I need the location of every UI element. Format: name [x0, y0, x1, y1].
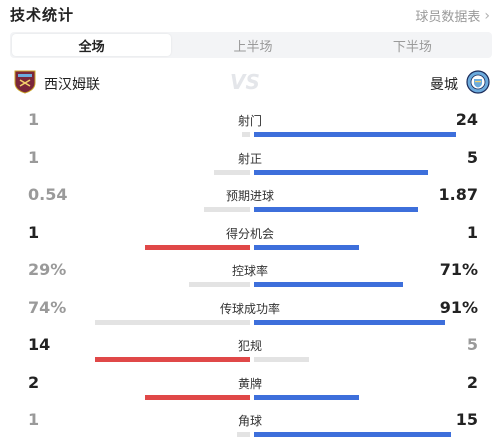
stat-row: 2 黄牌 2 [0, 373, 500, 409]
away-team-name: 曼城 [430, 77, 458, 93]
west-ham-crest-icon [14, 70, 36, 98]
stat-name: 角球 [237, 414, 262, 428]
stat-name: 预期进球 [225, 189, 274, 203]
stat-away-bar [254, 357, 309, 362]
stat-name: 射正 [237, 151, 262, 166]
stat-row: 74% 传球成功率 91% [0, 298, 500, 334]
tab-second-half[interactable]: 下半场 [392, 39, 432, 55]
stat-home-value: 1 [28, 410, 40, 429]
stats-header: 技术统计 球员数据表 › [0, 0, 500, 28]
stat-row: 1 得分机会 1 [0, 223, 500, 259]
stat-home-value: 29% [28, 260, 67, 279]
stat-home-bar [145, 394, 250, 400]
stat-away-bar [254, 394, 359, 400]
stat-home-value: 1 [28, 222, 40, 242]
stat-away-bar [254, 282, 403, 287]
teams-row: 西汉姆联 VS 曼城 [0, 66, 500, 100]
stat-away-bar [254, 244, 359, 250]
stat-name: 传球成功率 [219, 301, 280, 316]
stat-name: 得分机会 [225, 226, 274, 241]
stat-row: 29% 控球率 71% [0, 260, 500, 296]
stat-home-value: 2 [28, 372, 40, 392]
stat-away-value: 5 [466, 335, 478, 354]
home-team: 西汉姆联 [14, 70, 100, 98]
stat-home-bar [145, 244, 250, 250]
stat-name: 控球率 [231, 264, 268, 278]
stat-name: 射门 [237, 114, 262, 128]
stat-home-bar [237, 432, 250, 437]
stat-home-bar [214, 169, 250, 175]
chevron-right-icon: › [484, 7, 490, 24]
stat-row: 1 射正 5 [0, 148, 500, 184]
stat-away-bar [254, 319, 445, 325]
stat-name: 犯规 [237, 339, 262, 353]
stat-home-bar [242, 132, 250, 137]
stat-home-value: 1 [28, 110, 40, 129]
player-stats-link-label: 球员数据表 [415, 10, 481, 25]
period-tabs: 全场 上半场 下半场 [10, 32, 492, 58]
stat-away-bar [254, 207, 418, 212]
stat-row: 1 射门 24 [0, 110, 500, 146]
tab-full-match[interactable]: 全场 [12, 34, 172, 56]
stat-away-value: 91% [439, 297, 478, 317]
stat-home-bar [189, 282, 250, 287]
page-title: 技术统计 [10, 6, 75, 24]
away-team: 曼城 [430, 70, 490, 98]
stat-away-value: 2 [466, 372, 478, 392]
vs-mark: VS [230, 70, 260, 94]
stat-away-value: 24 [455, 110, 478, 129]
stat-away-value: 5 [466, 147, 478, 167]
stat-home-value: 14 [28, 335, 51, 354]
home-team-name: 西汉姆联 [44, 77, 100, 93]
stat-away-bar [254, 432, 451, 437]
stat-away-value: 1 [466, 222, 478, 242]
man-city-crest-icon [466, 70, 490, 98]
stat-row: 0.54 预期进球 1.87 [0, 185, 500, 221]
stat-away-value: 15 [455, 410, 478, 429]
stat-home-bar [95, 319, 250, 325]
stat-away-bar [254, 169, 428, 175]
stat-home-value: 1 [28, 147, 40, 167]
stat-home-bar [95, 357, 250, 362]
stat-away-value: 1.87 [438, 185, 478, 204]
stat-home-value: 0.54 [28, 185, 68, 204]
stat-row: 1 角球 15 [0, 410, 500, 440]
stat-home-bar [204, 207, 250, 212]
stat-home-value: 74% [28, 297, 67, 317]
stat-away-bar [254, 132, 456, 137]
tab-first-half[interactable]: 上半场 [233, 39, 273, 55]
stat-name: 黄牌 [237, 376, 262, 391]
stat-away-value: 71% [439, 260, 478, 279]
stat-row: 14 犯规 5 [0, 335, 500, 371]
player-stats-link[interactable]: 球员数据表 › [415, 6, 490, 26]
